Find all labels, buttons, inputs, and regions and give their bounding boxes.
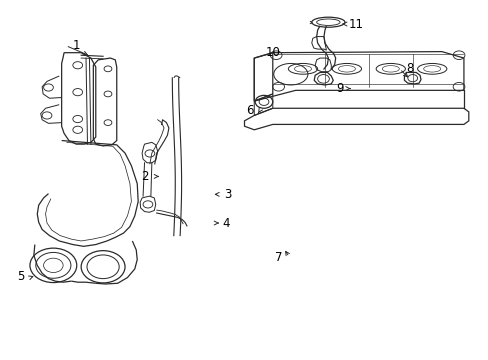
- Text: 2: 2: [141, 170, 148, 183]
- Text: 8: 8: [406, 62, 413, 75]
- Text: 1: 1: [72, 39, 80, 52]
- Text: 5: 5: [18, 270, 25, 283]
- Text: 11: 11: [348, 18, 364, 31]
- Text: 10: 10: [265, 46, 280, 59]
- Text: 4: 4: [222, 216, 229, 230]
- Text: 9: 9: [335, 82, 343, 95]
- Text: 7: 7: [274, 251, 282, 264]
- Text: 3: 3: [224, 188, 231, 201]
- Text: 6: 6: [245, 104, 253, 117]
